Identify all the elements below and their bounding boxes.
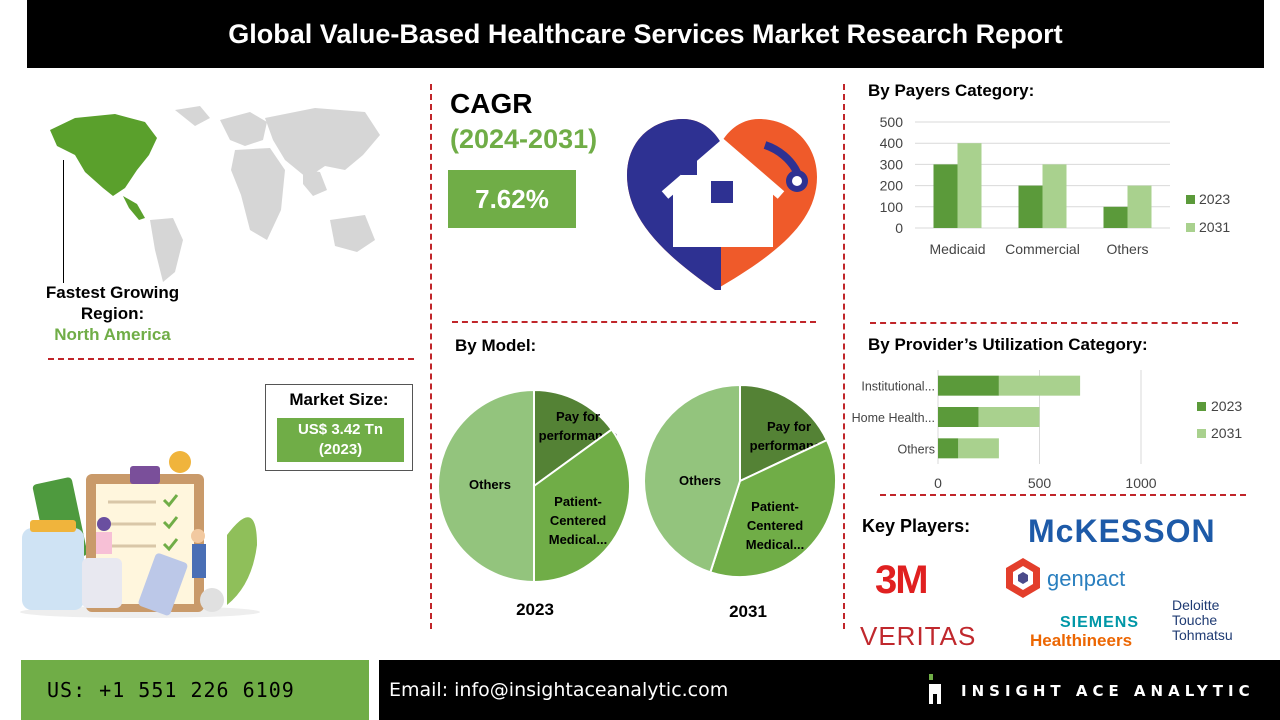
bar — [1018, 185, 1043, 228]
pie-label: Patient-Centered Medical... — [746, 499, 805, 552]
pie-2023-title: 2023 — [516, 600, 554, 619]
divider-provider — [880, 494, 1246, 496]
y-tick-label: 200 — [880, 178, 904, 194]
deloitte-line-2: Touche — [1172, 612, 1218, 628]
mckesson-logo: McKESSON — [1028, 513, 1216, 549]
bar — [933, 164, 958, 228]
model-title: By Model: — [455, 336, 537, 355]
north-america-highlight — [50, 114, 157, 220]
bar — [938, 438, 959, 459]
y-tick-label: Home Health... — [852, 411, 935, 425]
provider-title: By Provider’s Utilization Category: — [868, 335, 1148, 354]
x-tick-label: Others — [1106, 241, 1148, 257]
3m-logo: 3M — [875, 558, 929, 602]
genpact-icon — [1006, 558, 1040, 598]
region-pointer-line — [63, 160, 64, 283]
divider-right — [843, 84, 845, 629]
legend-swatch — [1186, 195, 1195, 204]
x-tick-label: 0 — [934, 475, 942, 491]
healthineers-logo: Healthineers — [1030, 631, 1133, 650]
legend-label: 2023 — [1199, 191, 1230, 207]
provider-bar-chart: 0 500 1000 Institutional... Home Health... Ot… — [852, 370, 1242, 491]
pie-slice — [533, 388, 614, 488]
y-tick-label: 0 — [895, 220, 903, 236]
legend-swatch — [1186, 223, 1195, 232]
pie-label: Others — [469, 477, 511, 492]
legend-label: 2031 — [1211, 425, 1242, 441]
bar — [958, 438, 999, 459]
payers-bar-chart: 0 100 200 300 400 500 Medicaid Commercial Others… — [880, 114, 1231, 257]
pie-slice — [643, 383, 741, 574]
x-tick-label: 1000 — [1125, 475, 1156, 491]
footer-brand: INSIGHT ACE ANALYTIC — [961, 682, 1255, 700]
pie-label: Others — [679, 473, 721, 488]
market-size-value: US$ 3.42 Tn — [297, 421, 384, 438]
region-label: Fastest Growing Region: — [45, 283, 180, 323]
legend-swatch — [1197, 429, 1206, 438]
divider-payers — [870, 322, 1238, 324]
payers-title: By Payers Category: — [868, 81, 1035, 100]
divider-region — [48, 358, 414, 360]
genpact-logo: genpact — [1047, 566, 1126, 591]
divider-cagr — [452, 321, 816, 323]
pie-label: Patient-Centered Medical... — [549, 494, 608, 547]
brand-logo-icon — [929, 674, 941, 704]
x-tick-label: 500 — [1028, 475, 1052, 491]
bar — [978, 407, 1040, 427]
world-map — [50, 106, 380, 282]
bar — [998, 375, 1081, 396]
deloitte-line-3: Tohmatsu — [1172, 627, 1233, 643]
healthcare-illustration — [20, 451, 260, 618]
cagr-value: 7.62% — [448, 170, 576, 228]
y-tick-label: Others — [897, 442, 935, 456]
region-value: North America — [54, 325, 171, 344]
footer-phone[interactable]: US: +1 551 226 6109 — [21, 660, 369, 720]
market-size-year: (2023) — [318, 441, 363, 458]
bar — [957, 143, 982, 228]
bar — [1042, 164, 1067, 228]
market-size-box: Market Size: US$ 3.42 Tn (2023) — [265, 384, 413, 471]
bar — [1103, 206, 1128, 228]
market-size-title: Market Size: — [289, 390, 389, 409]
pie-slice — [437, 388, 535, 584]
pie-slice — [709, 438, 837, 578]
heart-house-icon — [627, 119, 817, 290]
cagr-period: (2024-2031) — [450, 124, 598, 154]
x-tick-label: Medicaid — [929, 241, 985, 257]
deloitte-line-1: Deloitte — [1172, 597, 1220, 613]
y-tick-label: 300 — [880, 156, 904, 172]
y-tick-label: 500 — [880, 114, 904, 130]
bar — [1127, 185, 1152, 228]
y-tick-label: 400 — [880, 135, 904, 151]
y-tick-label: 100 — [880, 199, 904, 215]
legend-label: 2031 — [1199, 219, 1230, 235]
footer-bar: Email: info@insightaceanalytic.com INSIG… — [379, 660, 1280, 720]
legend-label: 2023 — [1211, 398, 1242, 414]
cagr-title: CAGR — [450, 88, 533, 119]
report-title: Global Value-Based Healthcare Services M… — [27, 0, 1264, 68]
deloitte-logo: Deloitte Touche Tohmatsu — [1166, 598, 1244, 662]
pie-slice — [533, 428, 631, 584]
legend-swatch — [1197, 402, 1206, 411]
divider-left — [430, 84, 432, 629]
pie-slice — [739, 383, 829, 483]
bar — [938, 407, 979, 427]
footer-email[interactable]: Email: info@insightaceanalytic.com — [389, 679, 729, 701]
x-tick-label: Commercial — [1005, 241, 1080, 257]
key-players-title: Key Players: — [862, 516, 971, 536]
pie-2031-title: 2031 — [729, 602, 767, 621]
veritas-logo: VERITAS — [860, 621, 977, 651]
bar — [938, 375, 999, 396]
y-tick-label: Institutional... — [861, 380, 935, 394]
siemens-logo: SIEMENS — [1060, 614, 1140, 631]
market-size-value-box: US$ 3.42 Tn (2023) — [277, 418, 404, 462]
